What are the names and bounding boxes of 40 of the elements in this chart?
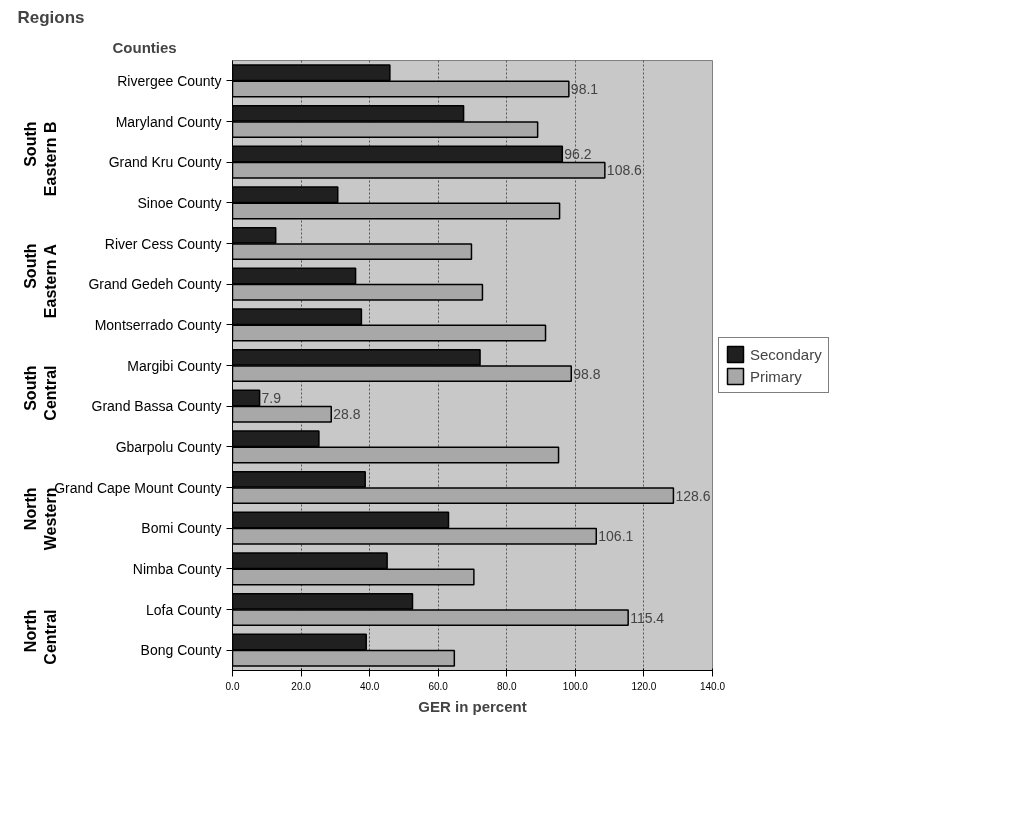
- text: Counties: [112, 38, 177, 56]
- y-tick-label: Bomi County: [141, 520, 222, 537]
- y-tick-label: Nimba County: [132, 560, 222, 577]
- data-label: 7.9: [261, 390, 282, 407]
- x-tick-label: 120.0: [631, 680, 657, 692]
- x-tick-label: 80.0: [497, 680, 517, 692]
- x-tick-label: 140.0: [699, 680, 726, 692]
- data-label: 108.6: [606, 162, 643, 179]
- y-tick-label: Margibi County: [127, 357, 222, 374]
- y-tick-label: River Cess County: [104, 235, 222, 252]
- text: South Central: [21, 365, 60, 421]
- x-tick-label: 20.0: [291, 680, 312, 692]
- y-tick-label: Sinoe County: [137, 194, 222, 211]
- x-axis-title: GER in percent: [418, 697, 527, 715]
- text: North Central: [21, 609, 60, 665]
- data-label: 98.1: [570, 80, 599, 97]
- y-tick-label: Lofa County: [146, 601, 222, 618]
- text: Regions: [17, 7, 85, 27]
- x-tick-label: 0.0: [225, 680, 240, 692]
- x-tick-label: 100.0: [562, 680, 589, 692]
- x-tick-label: 40.0: [359, 680, 380, 692]
- data-label: 98.8: [573, 365, 601, 382]
- data-label: 28.8: [333, 406, 361, 423]
- legend-label: Secondary: [750, 345, 822, 363]
- y-tick-label: Bong County: [140, 642, 222, 659]
- y-tick-label: Grand Bassa County: [91, 398, 222, 415]
- y-tick-label: Gbarpolu County: [115, 438, 222, 455]
- y-tick-label: Grand Gedeh County: [88, 276, 222, 293]
- y-tick-label: Grand Kru County: [108, 154, 222, 171]
- data-label: 115.4: [630, 609, 665, 626]
- data-label: 106.1: [598, 528, 634, 545]
- y-tick-label: Rivergee County: [117, 72, 222, 89]
- legend-label: Primary: [750, 367, 802, 385]
- data-label: 96.2: [564, 146, 592, 163]
- data-label: 128.6: [675, 487, 711, 504]
- y-tick-label: Maryland County: [115, 113, 222, 130]
- x-tick-label: 60.0: [428, 680, 449, 692]
- text: South Eastern A: [21, 243, 60, 319]
- text: South Eastern B: [21, 121, 60, 197]
- y-tick-label: Montserrado County: [94, 316, 222, 333]
